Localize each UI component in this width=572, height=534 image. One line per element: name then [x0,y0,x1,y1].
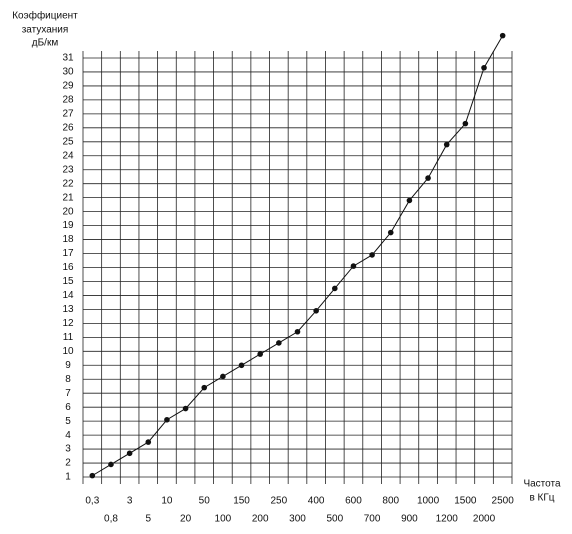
y-axis-title: Коэффициент [12,10,78,22]
y-tick-label: 8 [65,374,71,385]
y-tick-label: 28 [62,95,74,106]
data-point [257,351,263,357]
x-tick-label: 900 [401,514,418,525]
x-tick-label: 200 [252,514,269,525]
y-tick-label: 16 [62,262,74,273]
data-point [387,229,394,236]
trend-line [92,35,504,477]
x-tick-label: 600 [345,496,362,507]
data-point [406,197,413,204]
y-tick-label: 30 [62,67,74,78]
x-tick-label: 3 [127,496,133,507]
data-point [443,141,450,148]
y-tick-label: 2 [65,458,71,469]
data-point [126,450,133,457]
y-tick-label: 10 [62,346,74,357]
x-tick-label: 400 [308,496,325,507]
x-tick-label: 150 [233,496,250,507]
data-point [499,32,506,39]
y-tick-label: 26 [62,122,74,133]
y-tick-label: 24 [62,150,74,161]
x-tick-label: 5 [146,514,152,525]
y-tick-label: 27 [62,108,74,119]
y-tick-label: 11 [63,332,74,343]
y-tick-label: 5 [65,416,71,427]
data-point [238,362,245,369]
data-point [220,373,226,380]
data-point [425,175,431,181]
x-tick-label: 50 [199,496,211,507]
x-tick-label: 500 [326,514,343,525]
y-axis-title: затухания [22,25,69,36]
y-tick-label: 15 [62,276,74,287]
y-tick-label: 19 [62,220,74,231]
data-point [145,439,152,445]
x-tick-label: 0,8 [104,514,118,525]
data-point [201,384,208,391]
x-tick-label: 100 [215,514,232,525]
y-tick-label: 21 [62,192,74,203]
y-tick-label: 13 [62,304,74,315]
y-tick-label: 29 [62,81,74,92]
y-tick-label: 25 [62,136,74,147]
y-tick-label: 23 [62,164,74,175]
x-tick-label: 1500 [454,496,477,507]
y-tick-label: 1 [65,472,71,483]
data-point [182,405,189,412]
data-point [350,263,357,269]
data-point [332,285,338,292]
x-tick-label: 700 [364,514,381,525]
y-tick-label: 7 [65,388,71,399]
x-tick-label: 800 [382,496,399,507]
y-tick-label: 14 [62,290,74,301]
y-tick-label: 3 [65,444,71,455]
y-axis-title: дБ/км [32,38,59,49]
data-point [481,64,487,71]
x-tick-label: 2500 [492,496,515,507]
x-tick-label: 10 [161,496,173,507]
y-tick-label: 20 [62,206,74,217]
x-tick-label: 300 [289,514,306,525]
y-tick-label: 6 [65,402,71,413]
data-point [369,252,375,258]
data-point [276,340,282,346]
x-tick-label: 1200 [436,514,459,525]
data-point [164,416,170,423]
data-point [313,308,319,314]
x-tick-label: 2000 [473,514,496,525]
data-point [462,120,469,127]
x-tick-label: 250 [271,496,288,507]
y-tick-label: 17 [62,248,74,259]
data-point [89,472,96,479]
y-tick-label: 4 [65,430,71,441]
x-tick-label: 20 [180,514,192,525]
y-tick-label: 22 [62,178,74,189]
y-tick-label: 12 [62,318,74,329]
data-point [294,328,301,335]
y-tick-label: 18 [62,234,74,245]
x-axis-title: в КГц [529,493,554,504]
y-tick-label: 31 [62,53,74,64]
x-axis-title: Частота [523,479,561,490]
data-point [108,461,114,468]
x-tick-label: 1000 [417,496,440,507]
y-tick-label: 9 [65,360,71,371]
x-tick-label: 0,3 [85,496,99,507]
